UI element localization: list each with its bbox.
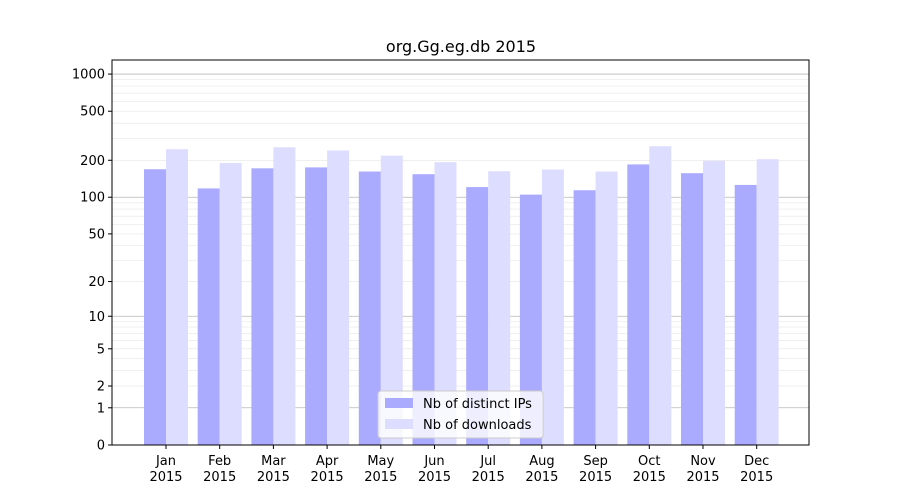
bar-downloads — [649, 146, 672, 445]
bar-distinct-ips — [305, 167, 328, 445]
bar-distinct-ips — [251, 168, 274, 445]
y-tick-label: 1 — [97, 401, 105, 416]
y-tick-label: 20 — [88, 275, 105, 290]
bar-distinct-ips — [681, 173, 703, 445]
bar-downloads — [595, 171, 618, 445]
x-tick-label: Mar 2015 — [257, 454, 290, 485]
legend-swatch-distinct-ips — [385, 398, 413, 408]
x-axis: Jan 2015 Feb 2015 Mar 2015 Apr 2015 May 2015 Jun 20… — [149, 445, 773, 485]
bar-downloads — [327, 150, 350, 445]
legend: Nb of distinct IPs Nb of downloads — [377, 390, 544, 439]
y-tick-label: 0 — [97, 439, 105, 454]
y-tick-label: 2 — [97, 380, 105, 395]
bar-distinct-ips — [519, 194, 542, 445]
y-tick-label: 5 — [97, 342, 105, 357]
bar-downloads — [219, 163, 242, 446]
x-tick-label: Jun 2015 — [418, 454, 451, 485]
bar-downloads — [273, 147, 296, 445]
x-tick-label: Apr 2015 — [311, 454, 344, 485]
legend-swatch-downloads — [385, 419, 413, 429]
x-tick-label: May 2015 — [364, 454, 397, 485]
bar-distinct-ips — [734, 184, 757, 445]
y-tick-label: 10 — [88, 310, 105, 325]
bar-distinct-ips — [466, 187, 489, 446]
x-tick-label: Aug 2015 — [525, 454, 558, 485]
chart-title: org.Gg.eg.db 2015 — [386, 37, 536, 56]
x-tick-label: Jan 2015 — [149, 454, 182, 485]
bar-downloads — [756, 159, 779, 445]
bar-distinct-ips — [144, 169, 166, 445]
legend-box — [377, 390, 544, 439]
bars — [144, 146, 779, 446]
y-tick-label: 50 — [88, 227, 105, 242]
legend-label-downloads: Nb of downloads — [423, 418, 532, 433]
bar-distinct-ips — [358, 171, 381, 445]
legend-label-distinct-ips: Nb of distinct IPs — [423, 397, 532, 412]
x-tick-label: Jul 2015 — [472, 454, 505, 485]
bar-downloads — [434, 162, 457, 445]
x-tick-label: Sep 2015 — [579, 454, 612, 485]
bar-distinct-ips — [197, 188, 220, 445]
y-tick-label: 200 — [80, 154, 105, 169]
bar-distinct-ips — [573, 190, 596, 445]
x-tick-label: Oct 2015 — [633, 454, 666, 485]
bar-downloads — [166, 149, 188, 446]
y-tick-label: 500 — [80, 105, 105, 120]
bar-distinct-ips — [412, 174, 435, 445]
x-tick-label: Feb 2015 — [203, 454, 236, 485]
bar-distinct-ips — [627, 164, 650, 446]
x-tick-label: Dec 2015 — [740, 454, 773, 485]
bar-downloads — [703, 160, 725, 445]
y-axis: 0 1 2 5 10 20 50 100 200 500 1000 — [72, 68, 112, 454]
x-tick-label: Nov 2015 — [686, 454, 719, 485]
bar-downloads — [488, 171, 511, 446]
y-tick-label: 1000 — [72, 68, 105, 83]
plot-frame — [111, 59, 810, 446]
bar-downloads — [541, 169, 564, 445]
y-tick-label: 100 — [80, 191, 105, 206]
bar-downloads — [380, 155, 403, 446]
